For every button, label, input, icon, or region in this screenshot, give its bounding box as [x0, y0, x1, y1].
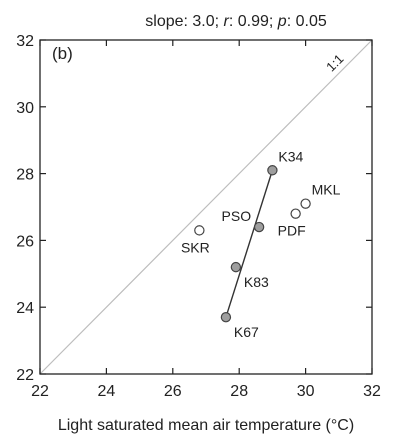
- y-tick-label: 22: [16, 367, 34, 384]
- point-pso-marker: [253, 221, 265, 233]
- plot-area: 1:1 22 24 26 28 30 32 22 24 26 28 30 32 (b) K34 MKL PDF P…: [16, 33, 381, 400]
- x-tick-label: 28: [230, 383, 248, 400]
- point-pso-label: PSO: [222, 208, 252, 224]
- point-pdf-label: PDF: [278, 223, 306, 239]
- reference-line-label: 1:1: [323, 51, 346, 74]
- y-tick-label: 26: [16, 233, 34, 250]
- point-skr-label: SKR: [181, 239, 210, 255]
- x-tick-label: 30: [297, 383, 315, 400]
- point-k34-marker: [267, 165, 278, 176]
- title-part: : 0.99;: [229, 13, 278, 30]
- x-tick-label: 26: [164, 383, 182, 400]
- point-mkl-marker: [300, 198, 311, 209]
- point-k67-marker: [220, 312, 232, 323]
- title-part: r: [224, 13, 230, 30]
- panel-label: (b): [52, 44, 73, 63]
- point-skr-marker: [194, 225, 205, 236]
- reference-line: [39, 39, 373, 375]
- regression-line: [225, 170, 274, 318]
- point-k83-marker: [230, 261, 242, 273]
- x-tick-label: 24: [98, 383, 116, 400]
- title-part: slope: 3.0;: [145, 13, 223, 30]
- y-tick-label: 30: [16, 100, 34, 117]
- point-k83-label: K83: [244, 274, 269, 290]
- title-part: p: [277, 13, 287, 30]
- point-k67-label: K67: [234, 324, 259, 340]
- x-tick-label: 22: [31, 383, 49, 400]
- y-tick-label: 24: [16, 300, 34, 317]
- title-part: : 0.05: [287, 13, 327, 30]
- y-tick-label: 28: [16, 167, 34, 184]
- point-mkl-label: MKL: [312, 182, 341, 198]
- x-tick-label: 32: [363, 383, 381, 400]
- x-axis-label: Light saturated mean air temperature (°C…: [58, 417, 354, 434]
- chart-title: slope: 3.0; r: 0.99; p: 0.05: [145, 13, 327, 30]
- y-tick-label: 32: [16, 33, 34, 50]
- point-k34-label: K34: [278, 148, 303, 164]
- plot-frame: [39, 39, 373, 375]
- point-pdf-marker: [290, 208, 301, 219]
